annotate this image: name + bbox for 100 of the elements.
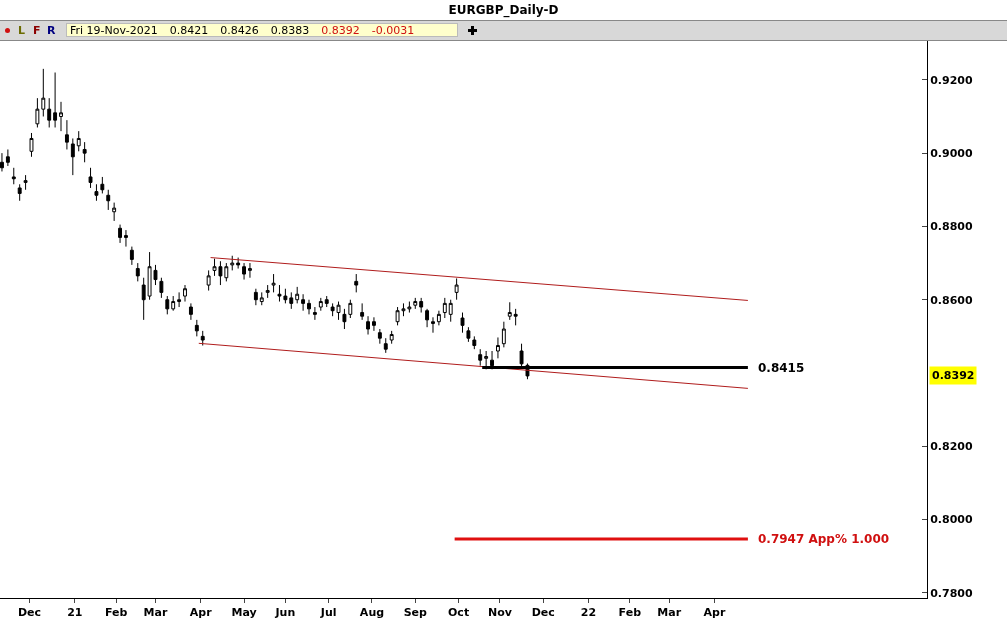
candlestick — [478, 348, 483, 367]
candlestick — [94, 183, 99, 202]
candlestick — [76, 130, 81, 152]
candlestick — [53, 72, 58, 128]
x-tick-label: Dec — [17, 606, 42, 620]
candlestick — [135, 262, 140, 282]
candlestick — [271, 273, 276, 293]
candlestick — [425, 308, 430, 328]
candlestick — [466, 326, 471, 343]
candlestick — [159, 277, 164, 299]
candlestick — [265, 284, 270, 299]
candlestick — [389, 330, 394, 345]
candlestick — [259, 291, 264, 306]
candlestick — [419, 297, 424, 314]
candlestick — [88, 167, 93, 189]
candlestick — [318, 297, 323, 312]
x-tick-label: 21 — [67, 606, 83, 620]
x-tick-label: Dec — [531, 606, 555, 620]
candlestick — [41, 68, 46, 117]
candlestick — [17, 183, 22, 202]
x-tick-label: Mar — [143, 606, 168, 620]
candlestick — [312, 306, 317, 321]
candlestick — [454, 277, 459, 301]
candlestick — [200, 330, 205, 347]
candlestick — [289, 291, 294, 310]
candlestick — [501, 321, 506, 348]
candlestick — [436, 310, 441, 326]
candlestick — [230, 255, 235, 271]
text: 0.8392 — [321, 24, 360, 37]
candlestick — [301, 293, 306, 312]
candlestick — [431, 316, 435, 334]
candlestick — [47, 97, 52, 128]
candlestick — [448, 299, 453, 323]
candlestick — [100, 176, 105, 194]
candlestick — [295, 286, 300, 304]
x-tick-label: May — [231, 606, 257, 620]
candlestick — [124, 229, 128, 248]
y-tick-label: 0.7800 — [930, 586, 973, 600]
candlestick — [177, 291, 182, 308]
y-tick-label: 0.8200 — [930, 440, 973, 454]
text: L — [18, 24, 26, 37]
candlestick — [171, 295, 176, 312]
candlestick — [129, 246, 134, 266]
candlestick — [59, 101, 63, 132]
candlestick — [82, 141, 87, 163]
candlestick — [507, 301, 512, 321]
x-tick-label: Jul — [319, 606, 337, 620]
candlestick — [372, 316, 376, 332]
candlestick — [29, 132, 34, 158]
candlestick — [118, 224, 122, 244]
candlestick — [206, 269, 211, 292]
x-tick-label: Feb — [104, 606, 128, 620]
candlestick — [106, 189, 111, 211]
candlestick — [472, 335, 477, 350]
candlestick — [366, 315, 370, 336]
candlestick — [194, 319, 199, 337]
x-tick-label: Nov — [487, 606, 513, 620]
candlestick — [64, 119, 69, 150]
candlestick — [242, 262, 246, 281]
text: 0.8426 — [220, 24, 259, 37]
text: R — [47, 24, 56, 37]
candlestick — [0, 152, 4, 172]
x-tick-label: Mar — [657, 606, 682, 620]
x-tick-label: Aug — [359, 606, 385, 620]
candlestick — [442, 297, 447, 319]
x-tick-label: Oct — [448, 606, 470, 620]
candlestick — [5, 148, 10, 167]
candlestick — [307, 299, 311, 315]
text: 0.8383 — [270, 24, 310, 37]
candlestick — [253, 288, 258, 306]
candlestick — [23, 174, 28, 191]
y-tick-label: 0.9200 — [930, 73, 973, 87]
candlestick — [35, 97, 40, 128]
text: 0.8392 — [932, 369, 975, 382]
annotation: 0.7947 App% 1.000 — [758, 532, 890, 546]
candlestick — [165, 295, 170, 315]
candlestick — [496, 336, 500, 359]
candlestick — [413, 297, 418, 310]
candlestick — [324, 295, 329, 308]
candlestick — [383, 337, 388, 354]
y-tick-label: 0.8600 — [930, 293, 973, 307]
y-tick-label: 0.9000 — [930, 146, 973, 160]
x-tick-label: Apr — [703, 606, 726, 620]
candlestick — [11, 167, 16, 185]
text: Fri 19-Nov-2021 — [70, 24, 158, 37]
candlestick — [112, 202, 117, 222]
candlestick — [188, 302, 193, 321]
candlestick — [248, 262, 252, 279]
candlestick — [377, 328, 382, 345]
candlestick — [183, 284, 187, 303]
x-tick-label: Apr — [189, 606, 213, 620]
y-tick-label: 0.8000 — [930, 513, 973, 527]
text: -0.0031 — [371, 24, 415, 37]
y-tick-label: 0.8800 — [930, 220, 973, 234]
x-tick-label: Jun — [274, 606, 296, 620]
x-tick-label: Sep — [403, 606, 428, 620]
candlestick — [513, 308, 518, 326]
annotation: 0.8415 — [758, 361, 805, 375]
x-tick-label: Feb — [618, 606, 642, 620]
text: 0.8421 — [169, 24, 209, 37]
